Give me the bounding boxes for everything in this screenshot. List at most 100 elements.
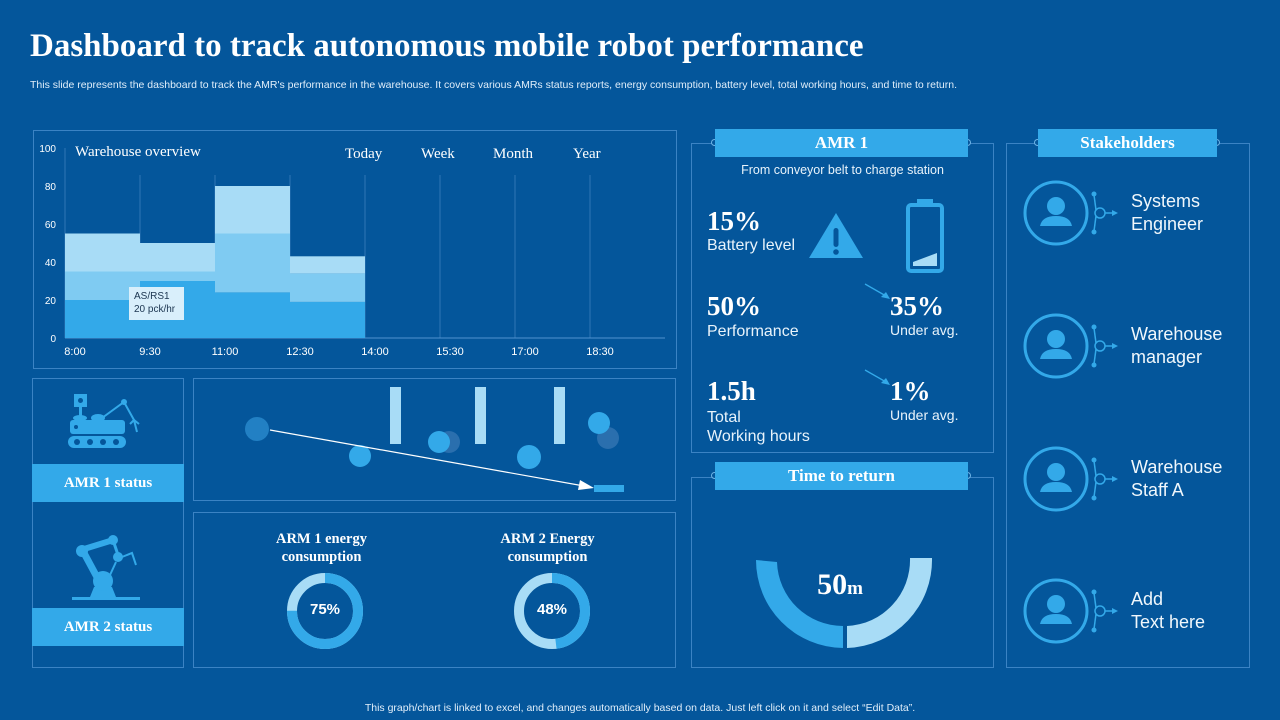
tab-today[interactable]: Today [345, 146, 383, 162]
warehouse-overview-chart: 8:00 9:30 11:00 12:30 14:00 15:30 17:00 18:30 0 2… [39, 144, 665, 358]
shelf [554, 387, 565, 444]
bar-segment [215, 292, 290, 338]
bar-segment [65, 271, 140, 300]
hours-delta: 1% [890, 376, 931, 406]
energy2-value: 48% [536, 601, 568, 618]
node [588, 412, 610, 434]
warning-icon [809, 213, 863, 258]
annotation-line1: AS/RS1 [134, 291, 170, 302]
chart-annotation: AS/RS1 20 pck/hr [129, 287, 184, 320]
stakeholders-header: Stakeholders [1038, 129, 1217, 157]
y-tick-label: 100 [39, 144, 56, 155]
bar-segment [65, 300, 140, 338]
node [517, 445, 541, 469]
arrowhead [578, 480, 594, 490]
energy2-title-line1: ARM 2 Energy [500, 531, 595, 547]
tab-month[interactable]: Month [493, 146, 534, 162]
stakeholder-name-line2: Staff A [1131, 480, 1184, 500]
donut-value-arc [514, 573, 590, 649]
bar-segment [290, 273, 365, 302]
tab-year[interactable]: Year [573, 146, 601, 162]
energy2-title: ARM 2 Energy consumption [470, 530, 625, 566]
status-panel [32, 378, 184, 668]
battery-low-icon [906, 199, 944, 273]
energy2-title-line2: consumption [507, 549, 588, 565]
user-avatar-icon [1023, 313, 1118, 379]
user-avatar-icon [1023, 446, 1118, 512]
amr1-header: AMR 1 [715, 129, 968, 157]
hours-label-line1: Total [707, 409, 741, 426]
start-node [245, 417, 269, 441]
energy1-value: 75% [309, 601, 341, 618]
tab-week[interactable]: Week [421, 146, 455, 162]
bar-segment [215, 233, 290, 293]
time-unit: m [847, 578, 863, 599]
x-tick-label: 9:30 [139, 346, 160, 358]
energy2-donut [514, 573, 590, 649]
time-to-return-value: 50m [790, 568, 890, 602]
hours-label: Total Working hours [707, 408, 810, 446]
battery-label: Battery level [707, 237, 796, 254]
trend-down-arrow-icon [864, 283, 890, 299]
x-tick-label: 11:00 [212, 346, 239, 358]
stakeholder-name-line1: Warehouse [1131, 324, 1223, 344]
time-to-return-gauge [756, 558, 933, 648]
x-tick-label: 8:00 [64, 346, 85, 358]
y-tick-label: 0 [50, 334, 56, 345]
bar-segment [65, 233, 140, 272]
hours-value: 1.5h [707, 376, 756, 406]
battery-value: 15% [707, 206, 761, 236]
x-tick-label: 17:00 [511, 346, 539, 358]
page-subtitle: This slide represents the dashboard to t… [30, 79, 958, 91]
x-tick-label: 12:30 [286, 346, 314, 358]
energy1-title: ARM 1 energy consumption [244, 530, 399, 566]
stakeholder-name: Systems Engineer [1131, 190, 1203, 236]
shelf [475, 387, 486, 444]
y-tick-label: 20 [45, 296, 57, 307]
y-tick-label: 80 [45, 182, 57, 193]
bar-segment [290, 301, 365, 338]
destination-marker [594, 485, 624, 492]
y-tick-label: 40 [45, 258, 57, 269]
chart-title: Warehouse overview [75, 144, 201, 160]
footer-note: This graph/chart is linked to excel, and… [364, 702, 916, 714]
x-tick-label: 18:30 [586, 346, 614, 358]
rover-robot-icon [68, 394, 140, 448]
bar-segment [140, 271, 215, 281]
energy1-title-line1: ARM 1 energy [275, 531, 367, 547]
bar-segment [290, 256, 365, 274]
user-avatar-icon [1023, 578, 1118, 644]
route-panel [193, 378, 676, 501]
stakeholder-item [1022, 578, 1242, 644]
performance-delta: 35% [890, 291, 944, 321]
time-value: 50 [817, 568, 848, 601]
bar-segment [140, 243, 215, 272]
stakeholder-name-line1: Systems [1131, 191, 1201, 211]
warehouse-overview-panel: 8:00 9:30 11:00 12:30 14:00 15:30 17:00 18:30 0 2… [33, 130, 677, 369]
stakeholder-name-line2: Text here [1131, 612, 1206, 632]
y-tick-label: 60 [45, 220, 57, 231]
robotic-arm-icon [72, 535, 140, 600]
node [428, 431, 450, 453]
performance-delta-label: Under avg. [890, 322, 959, 338]
time-to-return-header: Time to return [715, 462, 968, 490]
x-tick-label: 14:00 [361, 346, 389, 358]
user-avatar-icon [1023, 180, 1118, 246]
node [349, 445, 371, 467]
performance-value: 50% [707, 291, 761, 321]
shelf [390, 387, 401, 444]
stakeholder-name: Warehouse manager [1131, 323, 1222, 369]
stakeholder-name-line1: Warehouse [1131, 457, 1223, 477]
x-tick-label: 15:30 [436, 346, 464, 358]
energy1-donut [287, 573, 363, 649]
page-title: Dashboard to track autonomous mobile rob… [30, 28, 864, 64]
hours-delta-label: Under avg. [890, 407, 959, 423]
bar-segment [215, 186, 290, 234]
amr2-status-button[interactable]: AMR 2 status [32, 608, 184, 646]
stakeholder-name: Add Text here [1131, 588, 1205, 634]
annotation-line2: 20 pck/hr [134, 304, 176, 315]
donut-value-arc [287, 573, 363, 649]
amr1-status-button[interactable]: AMR 1 status [32, 464, 184, 502]
amr-route-text: From conveyor belt to charge station [741, 163, 944, 177]
energy-panel: ARM 1 energy consumption 75% ARM 2 Energ… [193, 512, 676, 668]
